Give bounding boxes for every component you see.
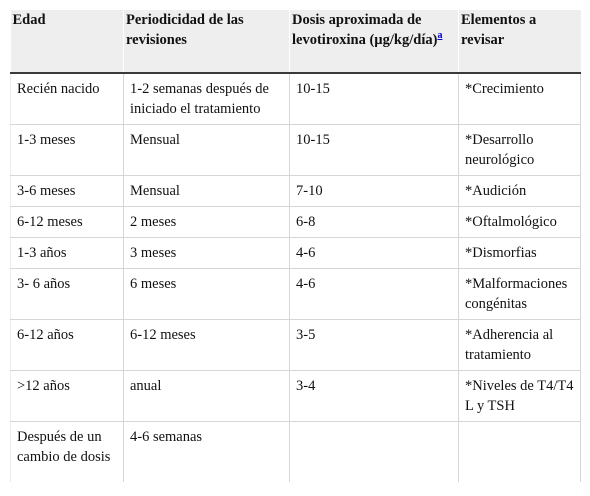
cell-age: 3- 6 años bbox=[10, 268, 124, 320]
footnote-link[interactable]: a bbox=[437, 30, 443, 42]
header-periodicity: Periodicidad de las revisiones bbox=[123, 10, 290, 74]
cell-dose: 7-10 bbox=[289, 175, 459, 207]
table-row: 3- 6 años 6 meses 4-6 *Malformaciones co… bbox=[10, 268, 581, 320]
cell-elements: *Crecimiento bbox=[458, 73, 581, 125]
cell-dose bbox=[289, 421, 459, 482]
cell-periodicity: 4-6 semanas bbox=[123, 421, 290, 482]
cell-periodicity: 6-12 meses bbox=[123, 319, 290, 371]
cell-age: Después de un cambio de dosis bbox=[10, 421, 124, 482]
cell-age: 6-12 meses bbox=[10, 206, 124, 238]
cell-dose: 3-5 bbox=[289, 319, 459, 371]
cell-elements: *Niveles de T4/T4 L y TSH bbox=[458, 370, 581, 422]
cell-age: 3-6 meses bbox=[10, 175, 124, 207]
header-dose: Dosis aproximada de levotiroxina (µg/kg/… bbox=[289, 10, 459, 74]
cell-periodicity: Mensual bbox=[123, 175, 290, 207]
table-row: 1-3 años 3 meses 4-6 *Dismorfias bbox=[10, 237, 581, 269]
follow-up-table: Edad Periodicidad de las revisiones Dosi… bbox=[10, 10, 581, 482]
cell-elements: *Audición bbox=[458, 175, 581, 207]
header-age: Edad bbox=[10, 10, 124, 74]
table-header-row: Edad Periodicidad de las revisiones Dosi… bbox=[10, 10, 581, 74]
cell-dose: 6-8 bbox=[289, 206, 459, 238]
cell-elements: *Malformaciones congénitas bbox=[458, 268, 581, 320]
cell-age: 1-3 años bbox=[10, 237, 124, 269]
cell-periodicity: 3 meses bbox=[123, 237, 290, 269]
cell-age: Recién nacido bbox=[10, 73, 124, 125]
cell-periodicity: 2 meses bbox=[123, 206, 290, 238]
header-dose-label: Dosis aproximada de levotiroxina (µg/kg/… bbox=[292, 12, 438, 48]
table-row: 6-12 años 6-12 meses 3-5 *Adherencia al … bbox=[10, 319, 581, 371]
cell-age: >12 años bbox=[10, 370, 124, 422]
cell-elements: *Desarrollo neurológico bbox=[458, 124, 581, 176]
cell-age: 6-12 años bbox=[10, 319, 124, 371]
cell-periodicity: 6 meses bbox=[123, 268, 290, 320]
cell-periodicity: anual bbox=[123, 370, 290, 422]
cell-age: 1-3 meses bbox=[10, 124, 124, 176]
cell-dose: 3-4 bbox=[289, 370, 459, 422]
header-elements: Elementos a revisar bbox=[458, 10, 581, 74]
table-row: 1-3 meses Mensual 10-15 *Desarrollo neur… bbox=[10, 124, 581, 176]
table-row: Recién nacido 1-2 semanas después de ini… bbox=[10, 73, 581, 125]
cell-elements bbox=[458, 421, 581, 482]
table-row: 3-6 meses Mensual 7-10 *Audición bbox=[10, 175, 581, 207]
cell-elements: *Adherencia al tratamiento bbox=[458, 319, 581, 371]
cell-elements: *Oftalmológico bbox=[458, 206, 581, 238]
cell-periodicity: 1-2 semanas después de iniciado el trata… bbox=[123, 73, 290, 125]
cell-dose: 10-15 bbox=[289, 73, 459, 125]
cell-dose: 4-6 bbox=[289, 237, 459, 269]
table-row: >12 años anual 3-4 *Niveles de T4/T4 L y… bbox=[10, 370, 581, 422]
table-row: 6-12 meses 2 meses 6-8 *Oftalmológico bbox=[10, 206, 581, 238]
cell-periodicity: Mensual bbox=[123, 124, 290, 176]
cell-dose: 10-15 bbox=[289, 124, 459, 176]
table-row: Después de un cambio de dosis 4-6 semana… bbox=[10, 421, 581, 482]
cell-elements: *Dismorfias bbox=[458, 237, 581, 269]
cell-dose: 4-6 bbox=[289, 268, 459, 320]
